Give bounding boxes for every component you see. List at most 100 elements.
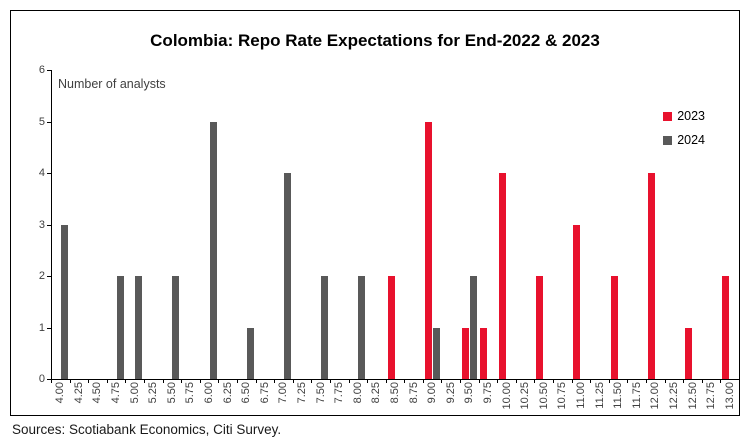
y-axis-line: [51, 70, 52, 380]
x-axis-tick-label: 13.00: [723, 382, 736, 410]
x-axis-tick-label: 9.75: [481, 382, 494, 404]
x-axis-tick-label: 12.00: [649, 382, 662, 410]
bar-2023-9.50: [461, 327, 469, 379]
x-axis-tick: [478, 379, 480, 383]
x-axis-tick-label: 11.00: [574, 382, 587, 409]
x-axis-tick-label: 6.75: [258, 382, 271, 404]
y-axis-tick: [47, 70, 51, 71]
x-axis-tick: [292, 379, 294, 383]
bar-2024-6.00: [209, 121, 217, 379]
x-axis-tick: [441, 379, 443, 383]
x-axis-tick-label: 7.00: [277, 382, 290, 404]
bar-2023-13.00: [722, 276, 730, 379]
x-axis-tick-label: 6.25: [221, 382, 234, 404]
bar-2023-10.50: [536, 276, 544, 379]
x-axis-tick: [664, 379, 666, 383]
y-axis-tick: [47, 276, 51, 277]
x-axis-tick: [571, 379, 573, 383]
x-axis-tick-label: 12.50: [686, 382, 699, 410]
x-axis-tick: [199, 379, 201, 383]
x-axis-tick-label: 11.75: [630, 382, 643, 409]
x-axis-tick: [181, 379, 183, 383]
x-axis-tick-label: 8.50: [389, 382, 401, 404]
bar-2023-12.00: [647, 173, 655, 379]
x-axis-tick-label: 9.50: [463, 382, 476, 404]
x-axis-tick-label: 7.75: [333, 382, 346, 404]
x-axis-tick: [739, 379, 740, 383]
y-axis-tick-label: 6: [38, 64, 45, 76]
y-axis-tick-label: 0: [38, 373, 45, 385]
x-axis-tick-label: 4.25: [72, 382, 85, 404]
x-axis-tick: [69, 379, 71, 383]
x-axis-tick: [608, 379, 610, 383]
x-axis-tick: [162, 379, 164, 383]
x-axis-tick-label: 5.25: [147, 382, 160, 404]
x-axis-tick-label: 9.00: [426, 382, 439, 404]
x-axis-tick-label: 5.75: [184, 382, 197, 404]
bar-2024-9.50: [469, 276, 477, 379]
bar-2023-11.50: [610, 276, 618, 379]
x-axis-tick: [51, 379, 52, 383]
x-axis-tick-label: 11.25: [593, 382, 606, 409]
x-axis-tick: [255, 379, 257, 383]
x-axis-tick-label: 7.25: [296, 382, 309, 404]
x-axis-tick-label: 4.00: [54, 382, 67, 404]
y-axis-tick-label: 4: [38, 167, 45, 179]
x-axis-tick: [534, 379, 536, 383]
y-axis-note: Number of analysts: [58, 77, 166, 91]
y-axis-tick-label: 2: [38, 270, 45, 282]
x-axis-tick: [460, 379, 462, 383]
y-axis-tick-label: 5: [38, 115, 45, 128]
y-axis-tick: [47, 327, 51, 329]
x-axis-tick-label: 10.75: [556, 382, 569, 410]
bar-2023-11.00: [573, 224, 581, 379]
x-axis-tick: [590, 379, 592, 383]
legend-swatch-2023: [663, 111, 673, 121]
bar-2024-7.00: [283, 173, 291, 379]
x-axis-tick: [311, 379, 313, 383]
x-axis-tick-label: 9.25: [444, 382, 457, 404]
x-axis-tick: [329, 379, 331, 383]
bar-2024-4.00: [60, 224, 68, 379]
x-axis-tick-label: 6.50: [240, 382, 253, 404]
x-axis-tick-label: 11.50: [612, 382, 625, 409]
x-axis-tick: [367, 379, 369, 383]
y-axis-tick: [47, 173, 51, 174]
bar-2024-7.50: [321, 276, 329, 379]
legend-item-2023: 2023: [663, 109, 705, 123]
x-axis-tick: [348, 379, 350, 383]
bar-2023-12.50: [685, 327, 692, 379]
bar-2023-8.50: [387, 276, 395, 379]
x-axis-tick: [236, 379, 238, 383]
bar-2024-4.75: [116, 276, 124, 379]
bar-2024-5.50: [172, 276, 180, 379]
x-axis-tick: [683, 379, 685, 383]
x-axis-tick: [627, 379, 629, 383]
x-axis-tick: [218, 379, 220, 383]
x-axis-tick-label: 8.25: [370, 382, 383, 404]
chart-frame: Colombia: Repo Rate Expectations for End…: [10, 10, 740, 416]
x-axis-tick: [125, 379, 127, 383]
y-axis-tick: [47, 121, 51, 123]
x-axis-tick: [274, 379, 276, 383]
x-axis-tick-label: 8.75: [407, 382, 420, 404]
x-axis-tick: [720, 379, 722, 383]
legend-item-2024: 2024: [663, 133, 705, 147]
bar-2023-9.00: [424, 121, 432, 379]
legend-swatch-2024: [663, 135, 673, 145]
x-axis-tick: [515, 379, 517, 383]
y-axis-tick-label: 1: [38, 321, 45, 334]
y-axis-tick: [47, 224, 51, 226]
x-axis-tick-label: 12.25: [667, 382, 680, 410]
legend-label: 2023: [677, 109, 705, 123]
x-axis-tick: [422, 379, 424, 383]
x-axis-tick: [497, 379, 499, 383]
legend: 2023 2024: [663, 109, 705, 157]
bar-2024-9.00: [432, 327, 440, 379]
x-axis-tick-label: 5.50: [165, 382, 178, 404]
sources-note: Sources: Scotiabank Economics, Citi Surv…: [12, 422, 282, 437]
x-axis-tick-label: 10.50: [537, 382, 550, 410]
x-axis-line: [51, 379, 739, 380]
x-axis-tick: [385, 379, 387, 383]
y-axis-tick-label: 3: [38, 218, 45, 231]
